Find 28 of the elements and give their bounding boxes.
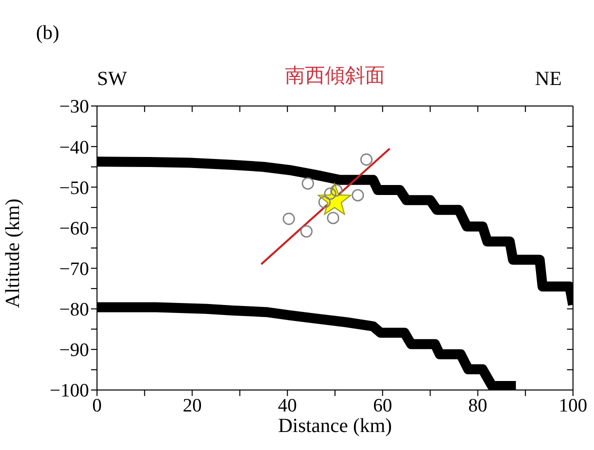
x-tick-label: 40 — [278, 395, 297, 416]
point — [352, 189, 364, 202]
chart-title: 南西傾斜面 — [285, 65, 385, 87]
x-tick-label: 20 — [182, 395, 202, 416]
y-tick-label: −80 — [59, 300, 89, 321]
point — [282, 212, 295, 225]
y-tick-label: −90 — [59, 340, 89, 362]
x-tick-label: 100 — [558, 395, 588, 416]
y-tick-label: −70 — [59, 259, 89, 280]
y-tick-label: −100 — [50, 380, 89, 402]
y-tick-label: −50 — [59, 178, 89, 199]
y-tick-label: −40 — [59, 137, 89, 158]
point — [300, 225, 313, 238]
x-axis-title: Distance (km) — [278, 415, 392, 437]
text: (b) — [36, 22, 60, 45]
text: SW — [97, 68, 127, 91]
point — [360, 153, 373, 166]
x-tick-label: 0 — [92, 395, 102, 416]
y-tick-label: −60 — [59, 218, 89, 240]
point — [326, 212, 340, 224]
x-tick-label: 80 — [468, 395, 488, 416]
point — [330, 184, 343, 197]
point — [318, 196, 331, 208]
y-axis-title: Altitude (km) — [2, 198, 24, 308]
point — [302, 177, 314, 190]
text: NE — [535, 68, 562, 91]
x-tick-label: 60 — [373, 395, 392, 416]
y-tick-label: −30 — [59, 96, 89, 118]
